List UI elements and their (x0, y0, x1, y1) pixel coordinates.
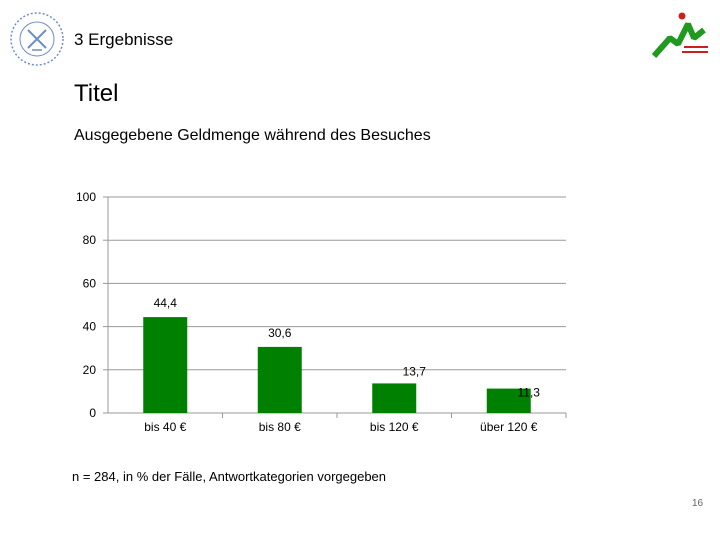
bar (486, 388, 531, 413)
chart-title: Ausgegebene Geldmenge während des Besuch… (74, 127, 431, 144)
section-title: 3 Ergebnisse (74, 30, 174, 49)
y-tick-label: 100 (76, 190, 96, 204)
marketing-international-logo-icon (648, 10, 712, 66)
footnote: n = 284, in % der Fälle, Antwortkategori… (72, 469, 387, 484)
data-label: 44,4 (154, 296, 178, 310)
x-tick-label: bis 80 € (259, 420, 301, 434)
data-label: 13,7 (403, 364, 427, 378)
bar (143, 317, 188, 413)
bar-chart: 0 20 40 60 80 100 44,4 bis 40 € 30,6 bis 80 € 13,7… (76, 190, 567, 434)
bar (257, 346, 302, 413)
y-tick-label: 60 (83, 276, 97, 290)
x-tick-label: bis 40 € (144, 420, 186, 434)
y-tick-label: 40 (83, 320, 97, 334)
data-label: 30,6 (268, 326, 292, 340)
slide-title: Titel (74, 80, 119, 107)
bar (372, 383, 417, 413)
x-tick-label: bis 120 € (370, 420, 419, 434)
y-tick-label: 0 (89, 406, 96, 420)
university-seal-icon (8, 10, 66, 68)
page-number: 16 (692, 498, 704, 509)
y-tick-label: 80 (83, 233, 97, 247)
y-tick-label: 20 (83, 363, 97, 377)
x-tick-label: über 120 € (480, 420, 538, 434)
data-label: 11,3 (518, 386, 541, 400)
